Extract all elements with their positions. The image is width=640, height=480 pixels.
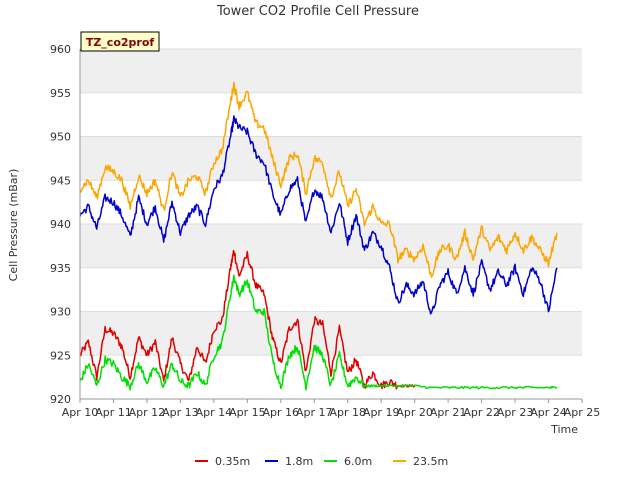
series-line-23_5m (79, 81, 558, 278)
x-axis-title: Time (550, 423, 578, 436)
legend-label: 1.8m (285, 455, 313, 468)
x-tick-label: Apr 21 (430, 406, 467, 419)
x-tick-label: Apr 17 (296, 406, 333, 419)
x-tick-label: Apr 11 (95, 406, 132, 419)
x-tick-label: Apr 20 (396, 406, 433, 419)
y-axis-title: Cell Pressure (mBar) (7, 169, 20, 282)
chart-title: Tower CO2 Profile Cell Pressure (216, 4, 419, 19)
x-tick-label: Apr 14 (196, 406, 233, 419)
x-tick-label: Apr 12 (129, 406, 166, 419)
y-tick-label: 960 (50, 43, 71, 56)
x-tick-label: Apr 18 (329, 406, 366, 419)
y-tick-label: 925 (50, 349, 71, 362)
site-badge: TZ_co2prof (80, 31, 160, 52)
plot-band (80, 311, 582, 356)
y-tick-label: 955 (50, 87, 71, 100)
x-tick-label: Apr 23 (497, 406, 534, 419)
x-tick-label: Apr 10 (62, 406, 99, 419)
plot-band (80, 49, 582, 93)
x-tick-label: Apr 15 (229, 406, 266, 419)
legend-label: 6.0m (344, 455, 372, 468)
site-badge-label: TZ_co2prof (86, 36, 155, 49)
series-lines (79, 81, 558, 391)
series-line-1_8m (79, 115, 558, 315)
y-tick-label: 950 (50, 131, 71, 144)
x-tick-label: Apr 16 (263, 406, 300, 419)
x-tick-label: Apr 24 (530, 406, 567, 419)
y-tick-label: 930 (50, 306, 71, 319)
y-tick-label: 935 (50, 262, 71, 275)
x-tick-label: Apr 25 (564, 406, 601, 419)
site-badge-box (80, 31, 160, 52)
plot-band (80, 136, 582, 181)
y-tick-label: 945 (50, 174, 71, 187)
x-tick-label: Apr 13 (162, 406, 199, 419)
legend-label: 23.5m (413, 455, 448, 468)
x-tick-label: Apr 19 (363, 406, 400, 419)
gridlines (80, 48, 582, 400)
series-line-6_0m (79, 274, 558, 391)
series-line-0_35m (79, 249, 416, 390)
legend-label: 0.35m (215, 455, 250, 468)
y-tick-label: 920 (50, 393, 71, 406)
x-tick-label: Apr 22 (463, 406, 500, 419)
y-tick-label: 940 (50, 218, 71, 231)
legend: 0.35m 1.8m 6.0m 23.5m (195, 455, 448, 468)
